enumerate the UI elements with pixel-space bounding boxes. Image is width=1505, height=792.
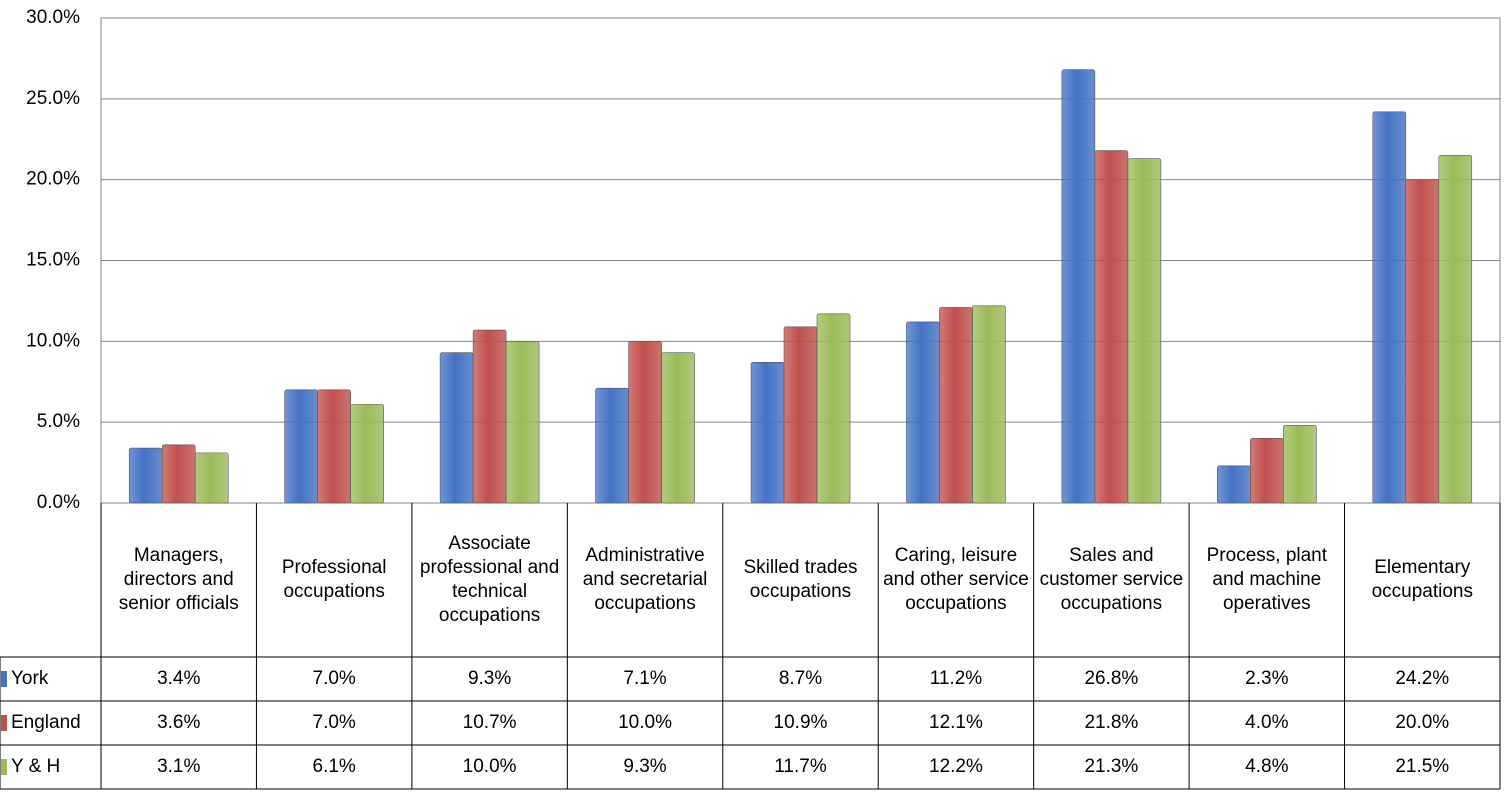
x-tick-label: Elementary occupations	[1371, 557, 1473, 602]
y-tick-label: 20.0%	[26, 169, 80, 190]
bar	[1217, 465, 1251, 504]
legend-label: England	[11, 712, 81, 733]
table-value: 7.1%	[623, 668, 667, 689]
table-value: 4.0%	[1245, 712, 1289, 733]
x-tick-label: Professional occupations	[281, 557, 387, 602]
bar	[628, 341, 662, 504]
bar	[284, 389, 318, 504]
y-tick-label: 25.0%	[26, 88, 80, 109]
table-value: 3.4%	[157, 668, 201, 689]
table-value: 4.8%	[1245, 756, 1289, 777]
table-value: 7.0%	[312, 712, 356, 733]
table-value: 6.1%	[312, 756, 356, 777]
bar	[194, 452, 229, 504]
bar	[816, 313, 851, 504]
bar	[128, 447, 163, 504]
bar	[1438, 155, 1473, 504]
bar	[595, 387, 629, 504]
table-value: 20.0%	[1395, 712, 1450, 733]
table-value: 10.0%	[618, 712, 672, 733]
bar	[906, 321, 940, 504]
legend-key	[1, 759, 7, 775]
y-tick-label: 30.0%	[26, 7, 80, 28]
bar	[505, 341, 540, 504]
bar	[750, 362, 785, 504]
bar	[439, 352, 474, 504]
bar	[161, 444, 196, 504]
y-tick-label: 10.0%	[26, 330, 80, 351]
table-value: 10.7%	[462, 712, 517, 733]
table-value: 9.3%	[467, 668, 512, 689]
table-value: 3.6%	[157, 712, 201, 733]
table-value: 11.2%	[929, 668, 983, 689]
table-value: 21.8%	[1084, 712, 1139, 733]
legend-key	[1, 671, 7, 687]
legend-label: York	[11, 668, 49, 689]
x-tick-label: Skilled trades occupations	[743, 557, 858, 602]
bar	[783, 326, 818, 504]
bar	[350, 404, 384, 504]
y-tick-label: 5.0%	[37, 411, 80, 432]
bar	[472, 329, 507, 504]
bar	[1372, 111, 1407, 504]
bar	[1250, 438, 1284, 504]
table-value: 9.3%	[623, 756, 667, 777]
y-tick-label: 0.0%	[37, 492, 80, 513]
table-value: 12.1%	[929, 712, 983, 733]
table-value: 10.0%	[462, 756, 517, 777]
x-tick-label: Managers, directors and senior officials	[118, 545, 239, 614]
bar	[972, 305, 1006, 504]
bar	[317, 389, 351, 504]
x-tick-label: Process, plant and machine operatives	[1206, 545, 1328, 614]
table-value: 2.3%	[1245, 668, 1289, 689]
table-value: 21.3%	[1084, 756, 1139, 777]
x-tick-label: Administrative and secretarial occupatio…	[582, 545, 708, 614]
bar	[661, 352, 695, 504]
table-value: 24.2%	[1395, 668, 1450, 689]
table-value: 10.9%	[773, 712, 828, 733]
legend-label: Y & H	[11, 756, 61, 777]
x-tick-label: Sales and customer service occupations	[1039, 545, 1184, 614]
bar	[1127, 158, 1162, 504]
table-value: 7.0%	[312, 668, 356, 689]
x-tick-label: Associate professional and technical occ…	[419, 533, 560, 626]
bar	[1094, 150, 1129, 504]
bar	[1405, 179, 1440, 504]
bar	[939, 307, 973, 504]
x-tick-label: Caring, leisure and other service occupa…	[883, 545, 1029, 614]
table-value: 3.1%	[157, 756, 201, 777]
table-value: 26.8%	[1084, 668, 1139, 689]
table-value: 8.7%	[778, 668, 823, 689]
bar	[1283, 425, 1317, 504]
legend-key	[1, 715, 7, 731]
table-value: 11.7%	[774, 756, 827, 777]
bar	[1061, 69, 1096, 504]
y-tick-label: 15.0%	[26, 250, 80, 271]
table-value: 12.2%	[929, 756, 983, 777]
table-value: 21.5%	[1395, 756, 1450, 777]
